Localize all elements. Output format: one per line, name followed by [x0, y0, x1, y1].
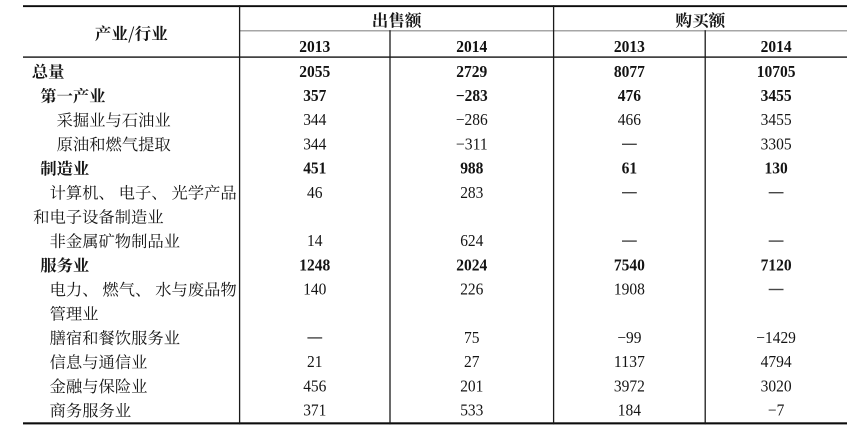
svg-text:371: 371: [303, 401, 326, 420]
svg-text:2055: 2055: [299, 62, 330, 81]
svg-text:184: 184: [618, 401, 641, 420]
svg-text:−286: −286: [456, 110, 488, 129]
svg-text:1248: 1248: [299, 255, 330, 274]
svg-text:476: 476: [618, 86, 641, 105]
svg-text:46: 46: [307, 183, 323, 202]
svg-text:27: 27: [464, 352, 480, 371]
svg-text:1908: 1908: [614, 280, 645, 299]
svg-text:624: 624: [460, 231, 483, 250]
svg-text:201: 201: [460, 376, 483, 395]
svg-text:−7: −7: [768, 401, 784, 420]
svg-text:283: 283: [460, 183, 483, 202]
svg-text:2013: 2013: [614, 37, 645, 56]
svg-text:130: 130: [765, 159, 788, 178]
svg-text:8077: 8077: [614, 62, 645, 81]
svg-text:−311: −311: [456, 134, 488, 153]
svg-text:226: 226: [460, 280, 483, 299]
svg-text:61: 61: [622, 159, 638, 178]
svg-text:7540: 7540: [614, 255, 645, 274]
svg-text:21: 21: [307, 352, 323, 371]
svg-text:3305: 3305: [761, 134, 792, 153]
svg-text:357: 357: [303, 86, 326, 105]
svg-text:533: 533: [460, 401, 483, 420]
svg-text:3455: 3455: [761, 86, 792, 105]
svg-text:2014: 2014: [761, 37, 792, 56]
svg-text:2729: 2729: [456, 62, 487, 81]
svg-text:466: 466: [618, 110, 641, 129]
svg-text:4794: 4794: [761, 352, 792, 371]
svg-text:−1429: −1429: [756, 328, 796, 347]
svg-text:988: 988: [460, 159, 483, 178]
svg-text:451: 451: [303, 159, 326, 178]
svg-text:−99: −99: [617, 328, 641, 347]
svg-text:2024: 2024: [456, 255, 487, 274]
svg-text:3020: 3020: [761, 376, 792, 395]
svg-text:344: 344: [303, 110, 326, 129]
svg-text:7120: 7120: [761, 255, 792, 274]
svg-text:140: 140: [303, 280, 326, 299]
svg-text:2014: 2014: [456, 37, 487, 56]
svg-text:2013: 2013: [299, 37, 330, 56]
svg-text:1137: 1137: [614, 352, 645, 371]
svg-text:75: 75: [464, 328, 480, 347]
svg-text:−283: −283: [456, 86, 488, 105]
svg-text:3972: 3972: [614, 376, 645, 395]
svg-text:10705: 10705: [757, 62, 796, 81]
svg-text:3455: 3455: [761, 110, 792, 129]
svg-text:14: 14: [307, 231, 323, 250]
svg-text:456: 456: [303, 376, 326, 395]
svg-text:344: 344: [303, 134, 326, 153]
